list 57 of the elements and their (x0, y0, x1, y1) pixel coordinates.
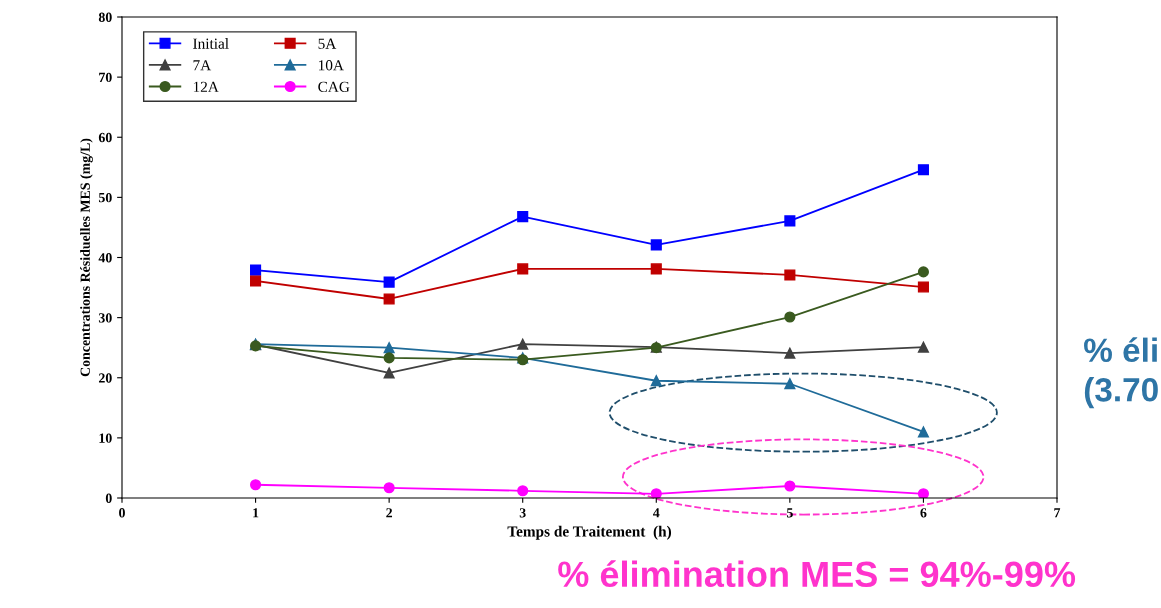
x-tick-label: 3 (519, 508, 526, 518)
point (917, 266, 929, 278)
legend-label: CAG (318, 81, 350, 92)
legend-label: 5A (318, 38, 337, 49)
x-tick-label: 2 (386, 508, 393, 518)
point (517, 338, 529, 350)
point (917, 164, 929, 176)
point (784, 215, 796, 227)
y-tick-label: 30 (98, 313, 112, 323)
legend-label: 12A (193, 81, 219, 92)
y-tick-label: 70 (99, 72, 112, 83)
point (917, 341, 929, 353)
y-tick-label: 0 (105, 493, 112, 503)
x-tick-label: 1 (253, 508, 259, 518)
y-tick-label: 60 (98, 132, 112, 143)
point (383, 342, 395, 354)
point (917, 281, 929, 293)
y-tick-label: 80 (98, 12, 112, 22)
y-axis-title: Concentrations Résiduelles MES (mg/L) (80, 138, 93, 377)
point (917, 488, 929, 498)
legend-label: 10A (318, 60, 344, 71)
x-axis-title: Temps de Traitement (h) (507, 525, 672, 540)
y-tick-label: 10 (99, 433, 112, 443)
point (650, 375, 662, 387)
legend-label: 7A (193, 60, 212, 71)
point (383, 276, 395, 288)
x-tick-label: 5 (786, 508, 793, 518)
y-tick-label: 40 (98, 253, 112, 263)
point (650, 239, 662, 251)
point (250, 275, 262, 287)
x-tick-label: 7 (1054, 508, 1061, 518)
text: % élimination MES = 94%-99% (558, 560, 1076, 588)
point (784, 347, 796, 359)
point (517, 485, 529, 497)
point (383, 293, 395, 305)
point (250, 264, 262, 276)
point (784, 480, 796, 492)
point (784, 311, 796, 323)
point (517, 263, 529, 275)
point (650, 488, 662, 498)
point (650, 263, 662, 275)
x-tick-label: 0 (119, 508, 125, 518)
point (250, 479, 262, 491)
point (784, 378, 796, 390)
point (383, 352, 395, 364)
point (517, 211, 529, 223)
point (917, 426, 929, 438)
x-tick-label: 6 (920, 508, 927, 518)
y-tick-label: 20 (98, 373, 112, 383)
point (784, 269, 796, 281)
text: % éli (1084, 337, 1157, 363)
legend-label: Initial (193, 38, 229, 49)
y-tick-label: 50 (98, 192, 112, 203)
point (383, 482, 395, 494)
x-tick-label: 4 (653, 508, 660, 518)
point (383, 367, 395, 379)
text: (3.70 (1084, 377, 1158, 409)
